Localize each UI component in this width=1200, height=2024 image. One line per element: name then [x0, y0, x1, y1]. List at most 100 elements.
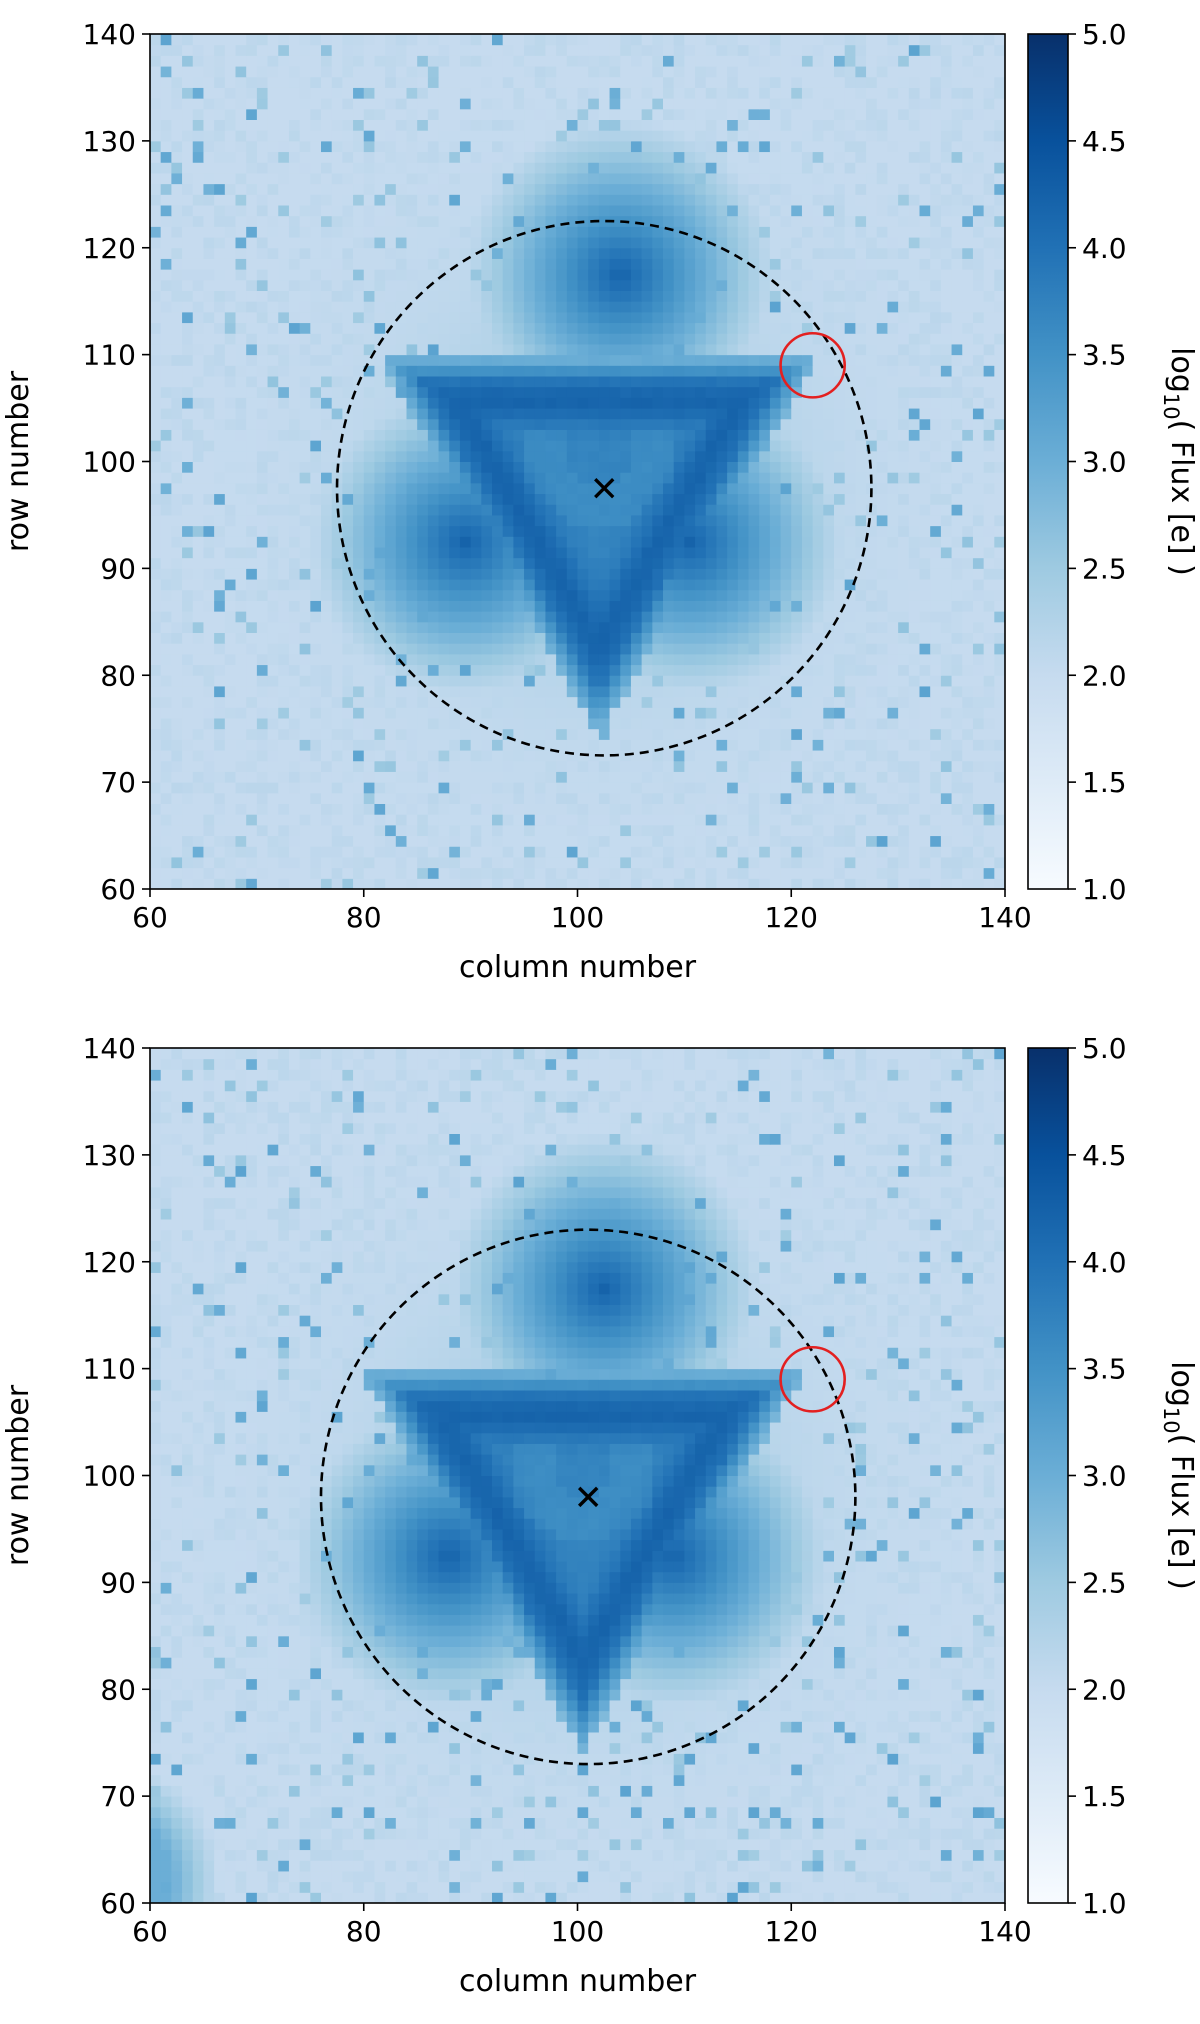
heatmap-pixel	[994, 557, 1005, 569]
heatmap-pixel	[919, 226, 931, 238]
heatmap-pixel	[812, 450, 824, 462]
heatmap-pixel	[417, 450, 429, 462]
heatmap-pixel	[705, 536, 717, 548]
heatmap-pixel	[769, 493, 782, 505]
heatmap-pixel	[898, 482, 910, 495]
heatmap-pixel	[673, 760, 685, 772]
heatmap-pixel	[769, 482, 782, 495]
heatmap-pixel	[556, 408, 568, 420]
heatmap-pixel	[524, 664, 536, 676]
heatmap-pixel	[748, 472, 760, 484]
heatmap-pixel	[288, 440, 301, 452]
heatmap-pixel	[652, 568, 664, 580]
heatmap-pixel	[759, 525, 771, 537]
heatmap-pixel	[278, 386, 290, 398]
heatmap-pixel	[812, 226, 824, 238]
heatmap-pixel	[898, 856, 910, 869]
heatmap-pixel	[246, 450, 258, 462]
heatmap-pixel	[203, 664, 215, 676]
heatmap-pixel	[695, 226, 707, 238]
heatmap-pixel	[930, 632, 942, 644]
heatmap-pixel	[353, 750, 365, 762]
heatmap-pixel	[866, 343, 878, 356]
heatmap-pixel	[727, 792, 739, 804]
heatmap-pixel	[342, 728, 354, 740]
heatmap-pixel	[919, 675, 931, 687]
heatmap-pixel	[652, 525, 664, 537]
heatmap-pixel	[321, 386, 333, 398]
heatmap-pixel	[673, 878, 685, 889]
heatmap-pixel	[727, 739, 739, 751]
heatmap-pixel	[459, 878, 472, 889]
heatmap-pixel	[459, 333, 472, 345]
heatmap-pixel	[545, 792, 557, 804]
heatmap-pixel	[353, 792, 365, 804]
heatmap-pixel	[695, 418, 707, 430]
heatmap-pixel	[556, 343, 568, 356]
heatmap-pixel	[171, 450, 183, 462]
heatmap-pixel	[363, 311, 375, 324]
heatmap-pixel	[438, 525, 450, 537]
heatmap-pixel	[791, 835, 803, 847]
heatmap-pixel	[951, 600, 963, 612]
heatmap-pixel	[246, 728, 258, 740]
heatmap-pixel	[727, 696, 739, 708]
heatmap-pixel	[716, 418, 728, 430]
heatmap-pixel	[780, 429, 792, 441]
heatmap-pixel	[171, 525, 183, 537]
heatmap-pixel	[374, 547, 386, 559]
heatmap-pixel	[866, 301, 878, 313]
heatmap-pixel	[267, 611, 279, 623]
heatmap-pixel	[652, 504, 664, 516]
heatmap-pixel	[267, 525, 279, 537]
heatmap-pixel	[652, 514, 664, 527]
heatmap-pixel	[299, 675, 311, 687]
heatmap-pixel	[972, 878, 985, 889]
heatmap-pixel	[203, 461, 215, 473]
heatmap-pixel	[780, 835, 792, 847]
heatmap-pixel	[192, 557, 204, 569]
heatmap-pixel	[417, 226, 429, 238]
heatmap-pixel	[812, 728, 824, 740]
heatmap-pixel	[545, 429, 557, 441]
heatmap-pixel	[791, 557, 803, 569]
heatmap-pixel	[214, 418, 226, 430]
heatmap-pixel	[951, 728, 963, 740]
heatmap-pixel	[620, 279, 632, 291]
heatmap-pixel	[203, 568, 215, 580]
heatmap-pixel	[791, 397, 803, 409]
heatmap-pixel	[780, 333, 792, 345]
heatmap-pixel	[278, 611, 290, 623]
heatmap-pixel	[246, 824, 258, 837]
heatmap-pixel	[577, 643, 589, 655]
heatmap-pixel	[545, 536, 557, 548]
heatmap-pixel	[449, 386, 461, 398]
heatmap-pixel	[823, 290, 835, 302]
heatmap-pixel	[844, 696, 856, 708]
heatmap-pixel	[438, 814, 450, 826]
heatmap-pixel	[321, 365, 333, 377]
heatmap-pixel	[994, 824, 1005, 837]
heatmap-pixel	[684, 504, 696, 516]
heatmap-pixel	[246, 279, 258, 291]
heatmap-pixel	[288, 568, 301, 580]
heatmap-pixel	[385, 718, 397, 730]
heatmap-pixel	[876, 856, 888, 869]
heatmap-pixel	[908, 269, 920, 281]
heatmap-pixel	[502, 247, 514, 259]
heatmap-pixel	[855, 568, 867, 580]
heatmap-pixel	[983, 782, 995, 794]
heatmap-pixel	[887, 856, 899, 869]
heatmap-pixel	[930, 696, 942, 708]
heatmap-pixel	[908, 258, 920, 270]
heatmap-pixel	[449, 226, 461, 238]
heatmap-pixel	[513, 750, 525, 762]
heatmap-pixel	[684, 365, 696, 377]
heatmap-pixel	[951, 707, 963, 719]
heatmap-pixel	[192, 365, 204, 377]
heatmap-pixel	[887, 440, 899, 452]
heatmap-pixel	[844, 504, 856, 516]
heatmap-pixel	[727, 632, 739, 644]
heatmap-pixel	[791, 621, 803, 633]
heatmap-pixel	[695, 365, 707, 377]
